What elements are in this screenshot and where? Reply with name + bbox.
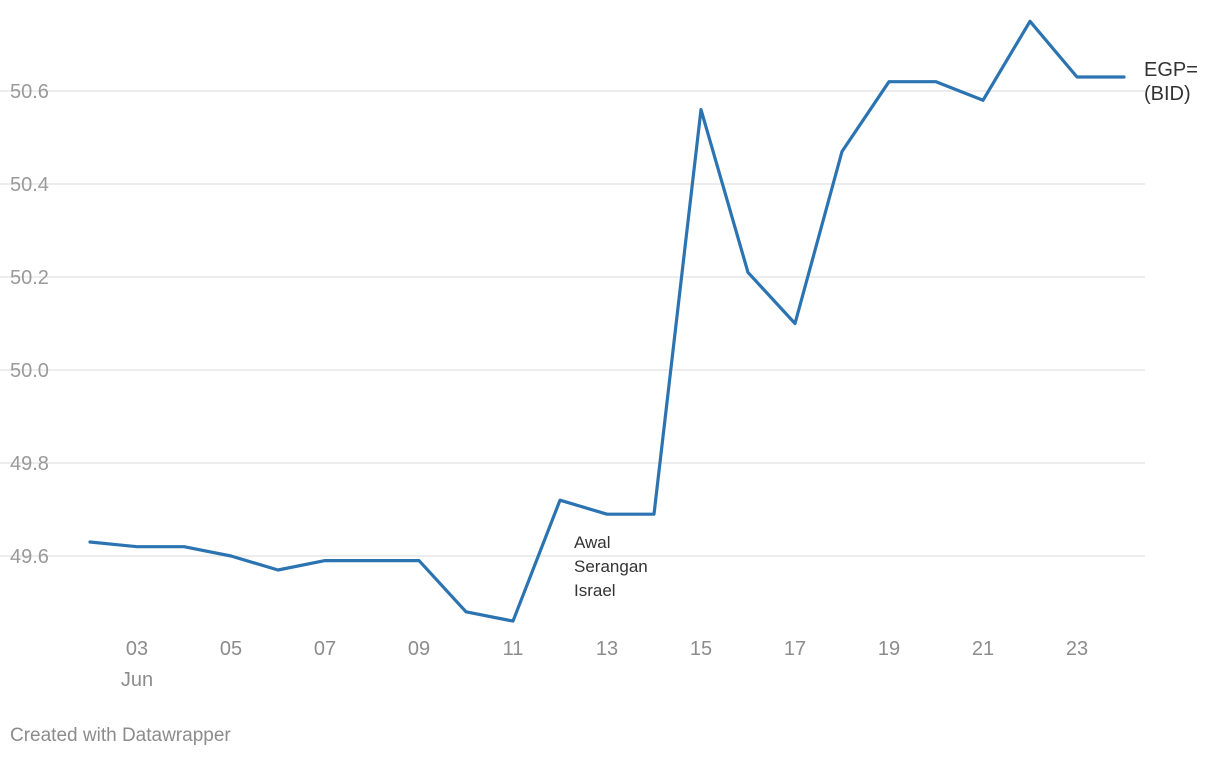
y-tick-label: 50.6 — [10, 81, 49, 103]
y-tick-label: 49.8 — [10, 453, 49, 475]
series-layer: EGP= (BID) — [88, 19, 1198, 623]
data-point — [981, 98, 985, 102]
data-point — [511, 619, 515, 623]
data-point — [135, 545, 139, 549]
annotation-line: Serangan — [574, 557, 648, 576]
data-point — [699, 108, 703, 112]
x-axis-ticks: 03 05 07 09 11 13 15 17 19 21 23 Jun — [121, 638, 1088, 691]
data-point — [746, 270, 750, 274]
event-annotation: Awal Serangan Israel — [574, 533, 648, 600]
x-tick-label: 07 — [314, 638, 336, 660]
data-point — [370, 559, 374, 563]
data-point — [1028, 19, 1032, 23]
data-point — [605, 512, 609, 516]
x-tick-label: 21 — [972, 638, 994, 660]
x-month-label: Jun — [121, 669, 153, 691]
data-point — [934, 80, 938, 84]
data-point — [229, 554, 233, 558]
data-point — [1122, 75, 1126, 79]
data-point — [840, 149, 844, 153]
x-tick-label: 11 — [503, 638, 524, 660]
x-tick-label: 03 — [126, 638, 148, 660]
data-point — [417, 559, 421, 563]
data-point — [88, 540, 92, 544]
x-tick-label: 19 — [878, 638, 900, 660]
footer-credit: Created with Datawrapper — [10, 725, 231, 746]
annotation-line: Awal — [574, 533, 611, 552]
data-point — [276, 568, 280, 572]
x-tick-label: 09 — [408, 638, 430, 660]
data-point — [1075, 75, 1079, 79]
y-tick-label: 49.6 — [10, 546, 49, 568]
data-point — [887, 80, 891, 84]
x-tick-label: 23 — [1066, 638, 1088, 660]
series-label: EGP= (BID) — [1144, 59, 1198, 105]
y-tick-label: 50.4 — [10, 174, 49, 196]
x-tick-label: 05 — [220, 638, 242, 660]
data-point — [464, 610, 468, 614]
gridlines — [0, 90, 1145, 557]
data-point — [323, 559, 327, 563]
data-point — [793, 322, 797, 326]
annotation-line: Israel — [574, 581, 616, 600]
y-tick-label: 50.0 — [10, 360, 49, 382]
y-axis-ticks: 49.6 49.8 50.0 50.2 50.4 50.6 — [10, 81, 49, 568]
data-point — [558, 498, 562, 502]
x-tick-label: 15 — [690, 638, 712, 660]
x-tick-label: 17 — [784, 638, 806, 660]
data-point — [182, 545, 186, 549]
series-line — [88, 19, 1126, 623]
y-tick-label: 50.2 — [10, 267, 49, 289]
x-tick-label: 13 — [596, 638, 618, 660]
data-point — [652, 512, 656, 516]
